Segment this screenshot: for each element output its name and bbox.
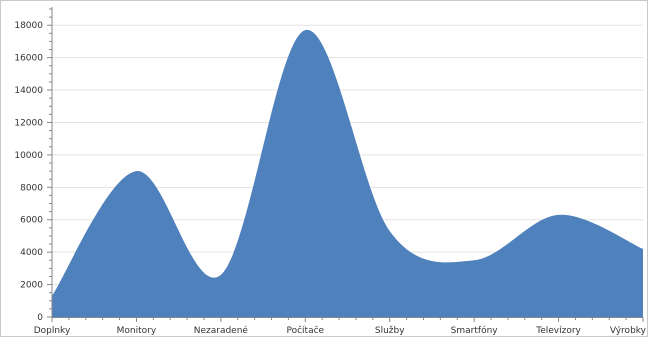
y-tick-label: 12000 [14,118,43,128]
x-tick-label: Služby [375,326,405,336]
x-tick-label: Doplnky [34,326,71,336]
y-tick-label: 2000 [20,281,43,291]
y-tick-label: 0 [37,313,43,323]
x-tick-label: Výrobky [610,326,647,336]
x-tick-label: Monitory [117,326,157,336]
axes [47,7,644,322]
y-tick-label: 10000 [14,151,43,161]
x-tick-label: Smartfóny [451,325,499,336]
x-axis-labels: Doplnky Monitory Nezaradené Počítače Služby S… [34,325,647,336]
y-tick-label: 18000 [14,21,43,31]
x-tick-label: Nezaradené [194,325,249,336]
x-tick-label: Počítače [286,325,324,336]
y-tick-label: 16000 [14,54,43,64]
y-tick-label: 4000 [20,248,43,258]
x-tick-label: Televízory [535,326,581,336]
y-tick-label: 14000 [14,86,43,96]
y-tick-label: 6000 [20,216,43,226]
y-tick-label: 8000 [20,183,43,193]
area-series [51,29,644,318]
area-fill [52,29,643,318]
y-axis-labels: 0 2000 4000 6000 8000 10000 12000 14000 16000 180… [14,21,43,323]
